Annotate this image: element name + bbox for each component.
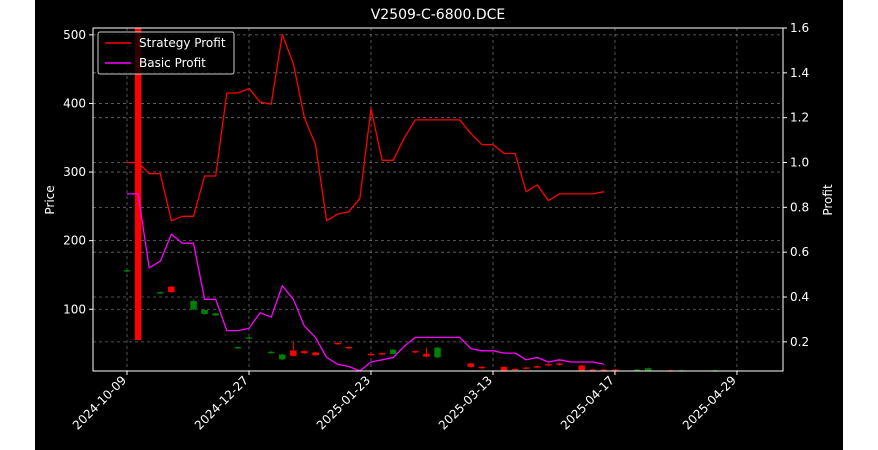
left-axis: 100 200 300 400 500 (63, 28, 93, 316)
candle-body (589, 369, 597, 371)
candle-body (434, 347, 441, 358)
y-tick-label-left: 300 (63, 165, 86, 179)
candle-body (600, 369, 608, 371)
candle-body (522, 367, 530, 369)
y-tick-label-left: 500 (63, 28, 86, 42)
y-tick-label-right: 0.2 (790, 335, 809, 349)
candle-body (157, 292, 164, 294)
candle-body (423, 353, 430, 357)
plot-frame (92, 27, 784, 372)
candle-body (578, 365, 585, 371)
y-tick-label-left: 100 (63, 302, 86, 316)
candle-body (134, 28, 142, 341)
y-tick-label-right: 1.0 (790, 156, 809, 170)
candle-body (123, 270, 131, 272)
chart-svg: 100 200 300 400 500 0.2 0.4 0.6 0.8 1.0 1.2 1.4 1.6… (43, 7, 835, 432)
candle-body (190, 301, 197, 310)
basic-profit-line (127, 193, 605, 372)
y-tick-label-left: 200 (63, 234, 86, 248)
candle-body (334, 342, 341, 345)
x-tick-label: 2025-01-23 (314, 373, 373, 432)
y-tick-label-left: 400 (63, 96, 86, 110)
x-tick-label: 2024-10-09 (70, 373, 129, 432)
candle-body (234, 346, 242, 349)
candle-body (267, 351, 275, 354)
chart-figure: 100 200 300 400 500 0.2 0.4 0.6 0.8 1.0 1.2 1.4 1.6… (35, 0, 843, 450)
y-tick-label-right: 1.6 (790, 21, 809, 35)
candle-body (534, 366, 541, 368)
chart-title: V2509-C-6800.DCE (371, 7, 506, 23)
candle-body (511, 368, 519, 371)
candle-body (556, 363, 563, 365)
candle-body (367, 353, 375, 356)
y-tick-label-right: 1.2 (790, 111, 809, 125)
candle-body (611, 369, 619, 371)
candle-body (500, 366, 508, 371)
candle-body (644, 368, 652, 371)
candle-body (201, 309, 208, 315)
candle-body (312, 352, 319, 356)
y-axis-label-right: Profit (821, 184, 835, 216)
candle-body (545, 364, 552, 366)
strategy-profit-line (127, 34, 605, 222)
candle-body (245, 337, 253, 339)
candles-layer (123, 28, 719, 372)
candle-body (279, 354, 286, 360)
legend-label-basic: Basic Profit (139, 56, 206, 70)
candle-body (378, 353, 386, 355)
candle-body (290, 350, 297, 356)
legend-box (97, 31, 235, 75)
y-tick-label-right: 1.4 (790, 66, 809, 80)
y-tick-label-right: 0.4 (790, 290, 809, 304)
x-tick-label: 2025-03-13 (436, 373, 495, 432)
candle-body (168, 286, 175, 293)
candle-body (633, 369, 641, 371)
candle-body (389, 349, 397, 354)
y-axis-label-left: Price (43, 185, 57, 214)
series-layer (127, 34, 605, 372)
legend-label-strategy: Strategy Profit (139, 36, 226, 50)
y-tick-label-right: 0.8 (790, 200, 809, 214)
x-axis: 2024-10-09 2024-12-27 2025-01-23 2025-03-13… (70, 371, 739, 432)
grid-layer (93, 27, 783, 371)
candle-body (467, 363, 475, 367)
x-tick-label: 2024-12-27 (192, 373, 251, 432)
y-tick-label-right: 0.6 (790, 245, 809, 259)
right-axis: 0.2 0.4 0.6 0.8 1.0 1.2 1.4 1.6 (783, 21, 809, 349)
x-tick-label: 2025-04-17 (558, 373, 617, 432)
legend: Strategy Profit Basic Profit (97, 31, 235, 75)
x-tick-label: 2025-04-29 (680, 373, 739, 432)
candle-body (212, 313, 219, 316)
candle-body (345, 346, 353, 349)
candle-body (301, 351, 308, 354)
candle-body (412, 351, 419, 353)
candle-body (478, 366, 486, 369)
